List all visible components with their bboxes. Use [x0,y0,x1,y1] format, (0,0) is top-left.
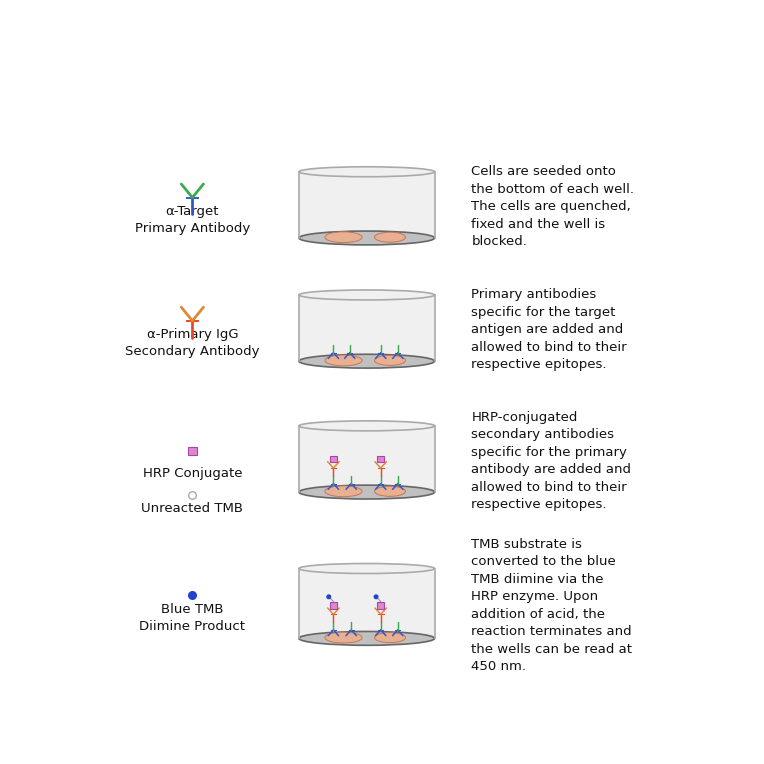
Ellipse shape [299,354,435,368]
Ellipse shape [374,232,406,242]
Ellipse shape [374,633,406,643]
Text: Unreacted TMB: Unreacted TMB [141,502,244,515]
Ellipse shape [374,355,406,365]
Text: Primary antibodies
specific for the target
antigen are added and
allowed to bind: Primary antibodies specific for the targ… [471,289,627,371]
Polygon shape [188,447,196,455]
Text: α-Primary IgG
Secondary Antibody: α-Primary IgG Secondary Antibody [125,328,260,358]
Ellipse shape [325,633,362,643]
Text: Cells are seeded onto
the bottom of each well.
The cells are quenched,
fixed and: Cells are seeded onto the bottom of each… [471,165,634,248]
Polygon shape [330,602,337,609]
Text: Blue TMB
Diimine Product: Blue TMB Diimine Product [139,604,245,633]
Ellipse shape [374,487,406,497]
Polygon shape [377,455,384,462]
Ellipse shape [299,485,435,499]
Text: HRP-conjugated
secondary antibodies
specific for the primary
antibody are added : HRP-conjugated secondary antibodies spec… [471,410,631,511]
Text: α-Target
Primary Antibody: α-Target Primary Antibody [134,205,250,235]
Text: TMB substrate is
converted to the blue
TMB diimine via the
HRP enzyme. Upon
addi: TMB substrate is converted to the blue T… [471,538,633,673]
Ellipse shape [299,354,435,368]
Polygon shape [330,455,337,462]
Ellipse shape [299,564,435,574]
Ellipse shape [325,231,362,243]
Ellipse shape [299,167,435,176]
Text: HRP Conjugate: HRP Conjugate [143,468,242,481]
Polygon shape [299,426,435,492]
Ellipse shape [327,595,331,599]
Ellipse shape [299,632,435,646]
Polygon shape [299,172,435,238]
Polygon shape [377,602,384,609]
Polygon shape [299,295,435,361]
Ellipse shape [299,485,435,499]
Ellipse shape [299,231,435,245]
Ellipse shape [325,355,362,366]
Ellipse shape [299,290,435,300]
Ellipse shape [299,632,435,646]
Ellipse shape [325,486,362,497]
Ellipse shape [374,595,378,599]
Ellipse shape [299,231,435,245]
Polygon shape [299,568,435,639]
Ellipse shape [299,421,435,431]
